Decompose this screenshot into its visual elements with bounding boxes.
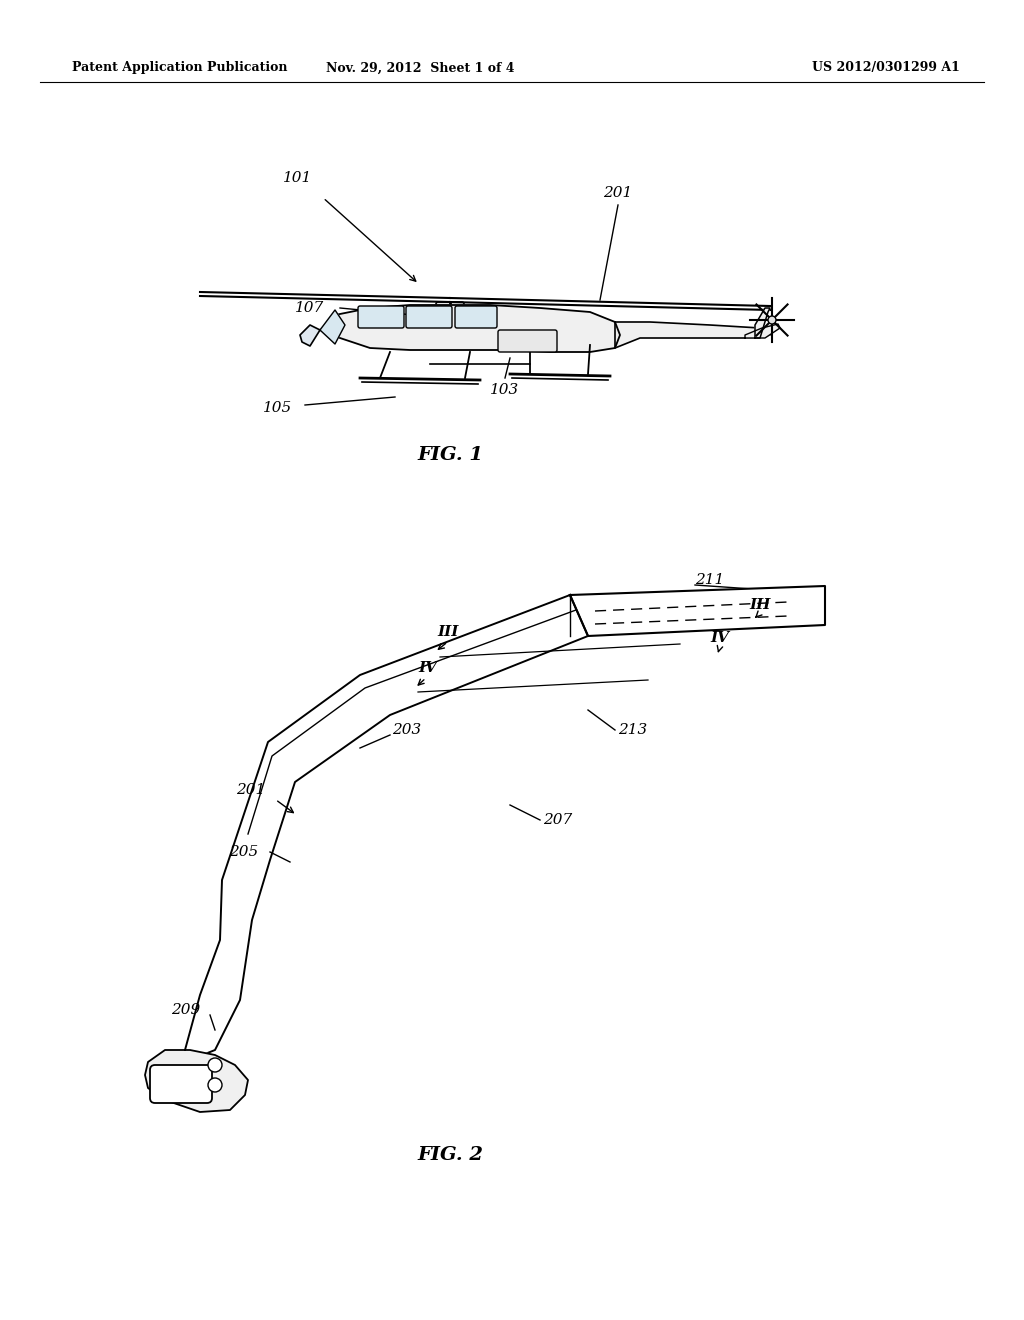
Text: 205: 205: [228, 845, 258, 859]
Polygon shape: [300, 325, 319, 346]
Text: III: III: [750, 598, 771, 612]
Text: 209: 209: [171, 1003, 200, 1016]
Text: 213: 213: [618, 723, 647, 737]
FancyBboxPatch shape: [455, 306, 497, 327]
Text: 203: 203: [392, 723, 421, 737]
Text: IV: IV: [419, 661, 437, 675]
FancyBboxPatch shape: [358, 306, 404, 327]
Circle shape: [208, 1059, 222, 1072]
Text: 207: 207: [543, 813, 572, 828]
Polygon shape: [319, 305, 620, 352]
Text: III: III: [437, 624, 459, 639]
Polygon shape: [145, 1049, 248, 1111]
Text: FIG. 1: FIG. 1: [417, 446, 483, 465]
Polygon shape: [745, 323, 780, 338]
FancyBboxPatch shape: [436, 302, 464, 319]
Text: 201: 201: [603, 186, 633, 201]
FancyBboxPatch shape: [406, 306, 452, 327]
Text: 107: 107: [295, 301, 325, 315]
Text: 103: 103: [490, 383, 519, 397]
Text: 201: 201: [236, 783, 265, 797]
Circle shape: [768, 315, 776, 323]
Polygon shape: [185, 595, 588, 1060]
Circle shape: [208, 1078, 222, 1092]
Text: 105: 105: [263, 401, 293, 414]
FancyBboxPatch shape: [498, 330, 557, 352]
Text: 101: 101: [284, 172, 312, 185]
FancyBboxPatch shape: [150, 1065, 212, 1104]
Text: Patent Application Publication: Patent Application Publication: [72, 62, 288, 74]
Text: IV: IV: [711, 631, 729, 645]
Polygon shape: [570, 586, 825, 636]
Polygon shape: [615, 322, 770, 348]
Text: Nov. 29, 2012  Sheet 1 of 4: Nov. 29, 2012 Sheet 1 of 4: [326, 62, 514, 74]
Text: FIG. 2: FIG. 2: [417, 1146, 483, 1164]
Text: 211: 211: [695, 573, 724, 587]
Polygon shape: [319, 310, 345, 345]
Text: US 2012/0301299 A1: US 2012/0301299 A1: [812, 62, 961, 74]
Polygon shape: [755, 308, 770, 338]
